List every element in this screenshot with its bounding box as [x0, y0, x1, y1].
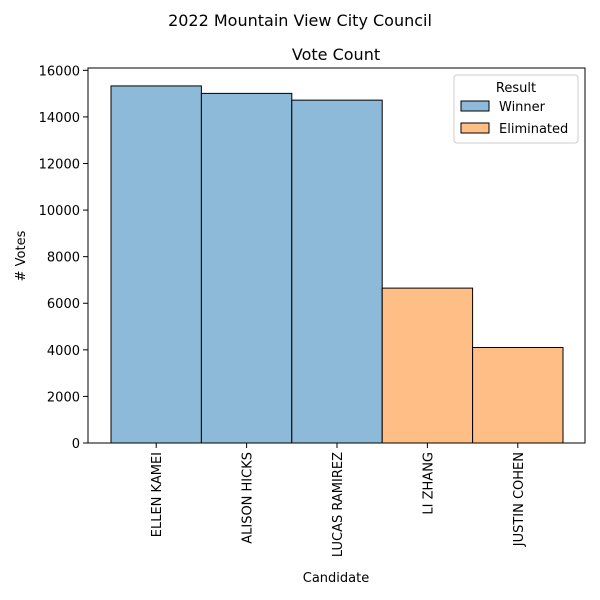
y-tick-label: 2000 [47, 390, 80, 405]
y-tick-label: 4000 [47, 344, 80, 359]
bar-justin-cohen [472, 347, 564, 444]
legend-label-winner: Winner [499, 100, 546, 115]
legend-title: Result [496, 81, 536, 96]
chart-title: Vote Count [292, 45, 380, 64]
x-tick-label: JUSTIN COHEN [512, 452, 527, 547]
y-axis-ticks: 0 2000 4000 6000 8000 10000 12000 14000 16000 [39, 64, 88, 452]
y-tick-label: 0 [72, 437, 80, 452]
legend-swatch-winner [460, 100, 490, 112]
legend-label-eliminated: Eliminated [499, 122, 568, 137]
bar-li-zhang [381, 287, 474, 444]
chart-suptitle: 2022 Mountain View City Council [168, 11, 432, 30]
bar-lucas-ramirez [291, 99, 383, 444]
plot-frame [87, 67, 586, 444]
legend-swatch-eliminated [460, 122, 490, 134]
bar-alison-hicks [200, 92, 293, 444]
y-tick-label: 10000 [39, 204, 80, 219]
y-tick-label: 14000 [39, 111, 80, 126]
x-tick-label: ELLEN KAMEI [150, 452, 165, 537]
legend: Result Winner Eliminated [453, 74, 579, 144]
y-tick-label: 12000 [39, 157, 80, 172]
x-tick-label: LI ZHANG [421, 452, 436, 515]
y-tick-label: 16000 [39, 64, 80, 79]
y-tick-label: 6000 [47, 297, 80, 312]
y-axis-label: # Votes [14, 230, 29, 281]
x-tick-label: ALISON HICKS [241, 452, 256, 544]
y-tick-label: 8000 [47, 251, 80, 266]
x-axis-ticks: ELLEN KAMEI ALISON HICKS LUCAS RAMIREZ LI Z… [150, 443, 527, 557]
bar-ellen-kamei [110, 85, 202, 444]
bars-group [110, 85, 564, 444]
x-tick-label: LUCAS RAMIREZ [331, 452, 346, 557]
x-axis-label: Candidate [303, 571, 369, 586]
